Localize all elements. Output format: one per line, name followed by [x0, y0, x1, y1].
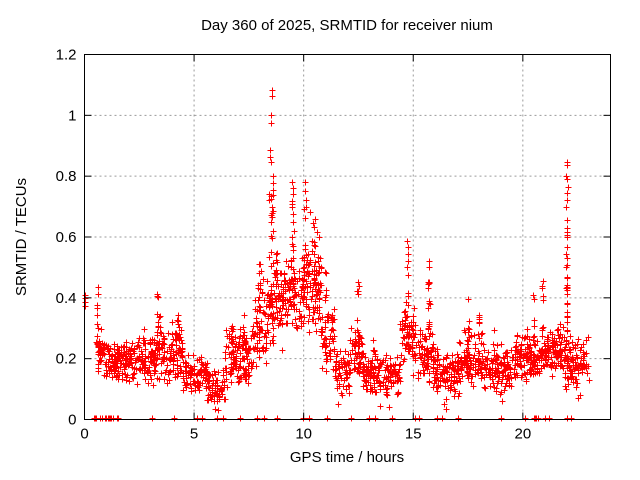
y-tick-label: 0 — [68, 412, 76, 429]
x-tick-label: 0 — [80, 426, 88, 443]
x-tick-label: 5 — [190, 426, 198, 443]
y-tick-label: 0.8 — [56, 168, 77, 185]
tick-labels: 0 5 10 15 20 0 0.2 0.4 0.6 0.8 1 1.2 — [56, 47, 532, 443]
gridlines — [84, 54, 611, 420]
x-tick-label: 15 — [405, 426, 422, 443]
y-tick-label: 1 — [68, 107, 76, 124]
y-tick-label: 1.2 — [56, 47, 77, 64]
axis-ticks — [84, 54, 611, 420]
x-axis-label: GPS time / hours — [290, 449, 404, 466]
chart-title: Day 360 of 2025, SRMTID for receiver niu… — [201, 17, 493, 34]
scatter-points — [82, 87, 593, 422]
y-tick-label: 0.2 — [56, 351, 77, 368]
x-tick-label: 20 — [514, 426, 531, 443]
y-tick-label: 0.6 — [56, 229, 77, 246]
y-axis-label: SRMTID / TECUs — [13, 178, 30, 296]
x-tick-label: 10 — [295, 426, 312, 443]
y-tick-label: 0.4 — [56, 290, 77, 307]
